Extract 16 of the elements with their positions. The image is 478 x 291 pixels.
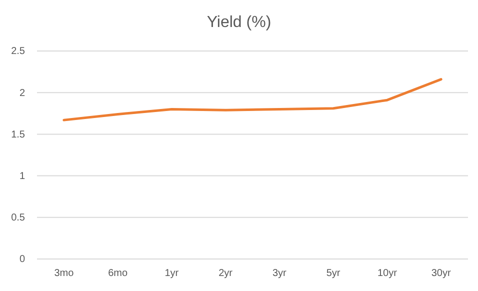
y-tick-label: 1.5 — [11, 129, 26, 140]
y-tick-label: 2.5 — [11, 46, 26, 58]
x-tick-label: 1yr — [164, 268, 180, 280]
y-tick-label: 0.5 — [11, 212, 26, 224]
x-tick-label: 30yr — [431, 268, 452, 280]
line-series — [62, 78, 442, 122]
x-tick-label: 3yr — [272, 268, 288, 280]
x-tick-label: 2yr — [218, 268, 234, 280]
y-tick-label: 0 — [19, 254, 26, 266]
y-tick-label: 1 — [19, 171, 26, 182]
x-tick-label: 5yr — [326, 268, 341, 280]
x-tick-label: 3mo — [54, 268, 74, 280]
x-tick-label: 6mo — [108, 268, 128, 280]
x-tick-label: 10yr — [377, 268, 398, 280]
y-tick-label: 2 — [19, 88, 26, 99]
chart-title: Yield (%) — [206, 14, 272, 31]
